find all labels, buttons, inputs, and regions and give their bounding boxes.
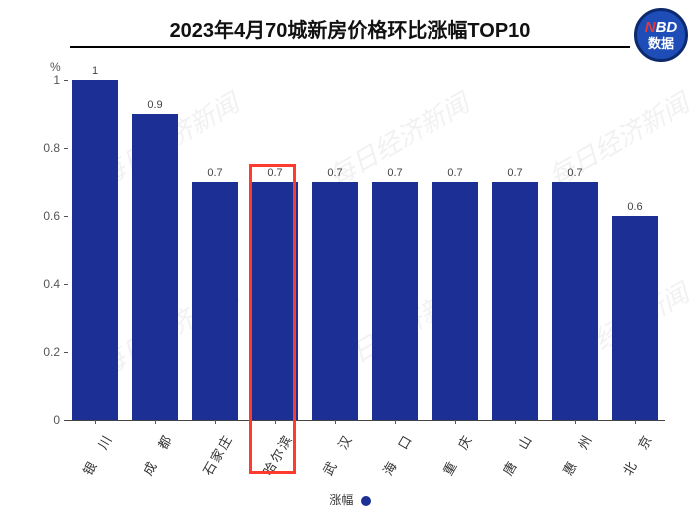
x-tick-label: 成 都 xyxy=(133,430,177,487)
bar xyxy=(492,182,539,420)
legend-swatch xyxy=(361,496,371,506)
bar xyxy=(612,216,659,420)
y-tick xyxy=(64,352,68,353)
x-tick-label: 唐 山 xyxy=(493,430,537,487)
y-tick xyxy=(64,284,68,285)
x-tick xyxy=(335,420,336,424)
x-tick xyxy=(515,420,516,424)
bar-value-label: 0.7 xyxy=(375,167,415,179)
x-tick xyxy=(275,420,276,424)
y-tick xyxy=(64,216,68,217)
bar xyxy=(192,182,239,420)
bar xyxy=(132,114,179,420)
bar-value-label: 1 xyxy=(75,65,115,77)
bar xyxy=(72,80,119,420)
bar-value-label: 0.7 xyxy=(315,167,355,179)
y-axis-unit: % xyxy=(50,60,61,74)
title-underline xyxy=(70,46,630,48)
bar-value-label: 0.6 xyxy=(615,201,655,213)
x-tick xyxy=(215,420,216,424)
x-tick-label: 哈尔滨 xyxy=(253,430,297,487)
x-tick xyxy=(455,420,456,424)
bar xyxy=(312,182,359,420)
badge-bottom: 数据 xyxy=(648,37,674,50)
plot-area: 10.90.70.70.70.70.70.70.70.6 xyxy=(65,80,665,420)
x-tick-label: 武 汉 xyxy=(313,430,357,487)
bar-value-label: 0.9 xyxy=(135,99,175,111)
x-tick-label: 北 京 xyxy=(613,430,657,487)
x-tick xyxy=(575,420,576,424)
x-tick-label: 石家庄 xyxy=(193,430,237,487)
y-tick-label: 0.8 xyxy=(30,141,60,155)
nbd-badge: NBD 数据 xyxy=(634,8,688,62)
bar-value-label: 0.7 xyxy=(435,167,475,179)
bar xyxy=(372,182,419,420)
x-tick xyxy=(95,420,96,424)
bar-value-label: 0.7 xyxy=(495,167,535,179)
bar xyxy=(432,182,479,420)
bar xyxy=(552,182,599,420)
legend: 涨幅 xyxy=(0,491,700,508)
bar-value-label: 0.7 xyxy=(195,167,235,179)
bar-value-label: 0.7 xyxy=(555,167,595,179)
x-tick-label: 惠 州 xyxy=(553,430,597,487)
chart-container: 2023年4月70城新房价格环比涨幅TOP10 NBD 数据 % 每日经济新闻 … xyxy=(0,0,700,514)
x-tick-label: 海 口 xyxy=(373,430,417,487)
bar-value-label: 0.7 xyxy=(255,167,295,179)
x-tick-label: 银 川 xyxy=(73,430,117,487)
x-tick xyxy=(635,420,636,424)
y-tick-label: 1 xyxy=(30,73,60,87)
badge-top: NBD xyxy=(645,20,678,35)
x-tick xyxy=(155,420,156,424)
bar xyxy=(252,182,299,420)
x-tick-label: 重 庆 xyxy=(433,430,477,487)
y-tick-label: 0.6 xyxy=(30,209,60,223)
y-tick xyxy=(64,148,68,149)
chart-title: 2023年4月70城新房价格环比涨幅TOP10 xyxy=(0,0,700,49)
legend-label: 涨幅 xyxy=(329,493,353,507)
x-tick xyxy=(395,420,396,424)
y-tick-label: 0.4 xyxy=(30,277,60,291)
y-tick-label: 0 xyxy=(30,413,60,427)
y-tick xyxy=(64,80,68,81)
y-tick-label: 0.2 xyxy=(30,345,60,359)
